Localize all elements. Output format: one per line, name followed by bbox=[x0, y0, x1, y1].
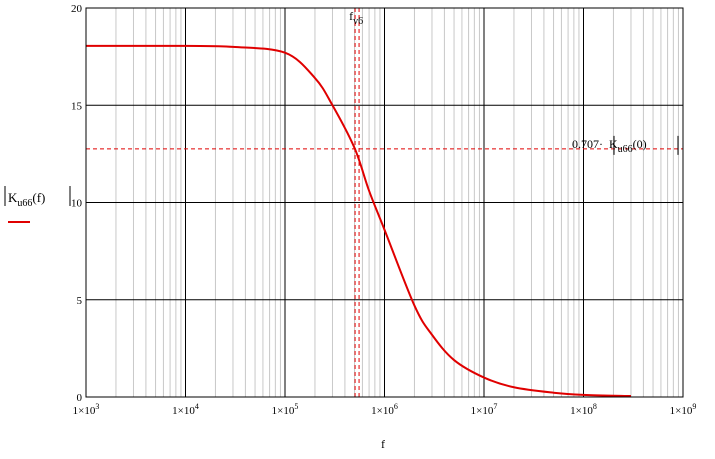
markers: 0.707· Ku66(0)fv6 bbox=[86, 8, 683, 397]
x-tick-label: 1×109 bbox=[670, 402, 697, 417]
svg-text:Ku66(f): Ku66(f) bbox=[8, 190, 45, 209]
y-label-base: K bbox=[8, 190, 18, 205]
series bbox=[85, 44, 631, 398]
x-tick-label: 1×103 bbox=[73, 402, 100, 417]
y-tick-label: 5 bbox=[77, 295, 83, 307]
x-tick-label: 1×106 bbox=[371, 402, 398, 417]
y-tick-label: 20 bbox=[71, 3, 83, 15]
axes: 0 5 10 15 20 1×103 1×104 1×105 1×106 1×107 1×108 1×… bbox=[71, 3, 696, 417]
y-tick-label: 15 bbox=[71, 100, 83, 112]
x-tick-label: 1×104 bbox=[172, 402, 199, 417]
y-tick-label: 0 bbox=[77, 392, 83, 404]
x-axis-label: f bbox=[381, 437, 385, 451]
plot-frame bbox=[85, 7, 684, 398]
v-marker-label: fv6 bbox=[349, 9, 363, 27]
y-axis-label: Ku66(f) bbox=[4, 186, 71, 223]
grid bbox=[85, 7, 684, 398]
x-tick-label: 1×105 bbox=[272, 402, 299, 417]
series-line bbox=[85, 44, 631, 398]
x-tick-label: 1×107 bbox=[471, 402, 498, 417]
x-tick-label: 1×108 bbox=[570, 402, 597, 417]
y-tick-label: 10 bbox=[71, 198, 83, 210]
y-label-sub: u66 bbox=[17, 198, 32, 209]
y-label-arg: (f) bbox=[32, 190, 45, 205]
